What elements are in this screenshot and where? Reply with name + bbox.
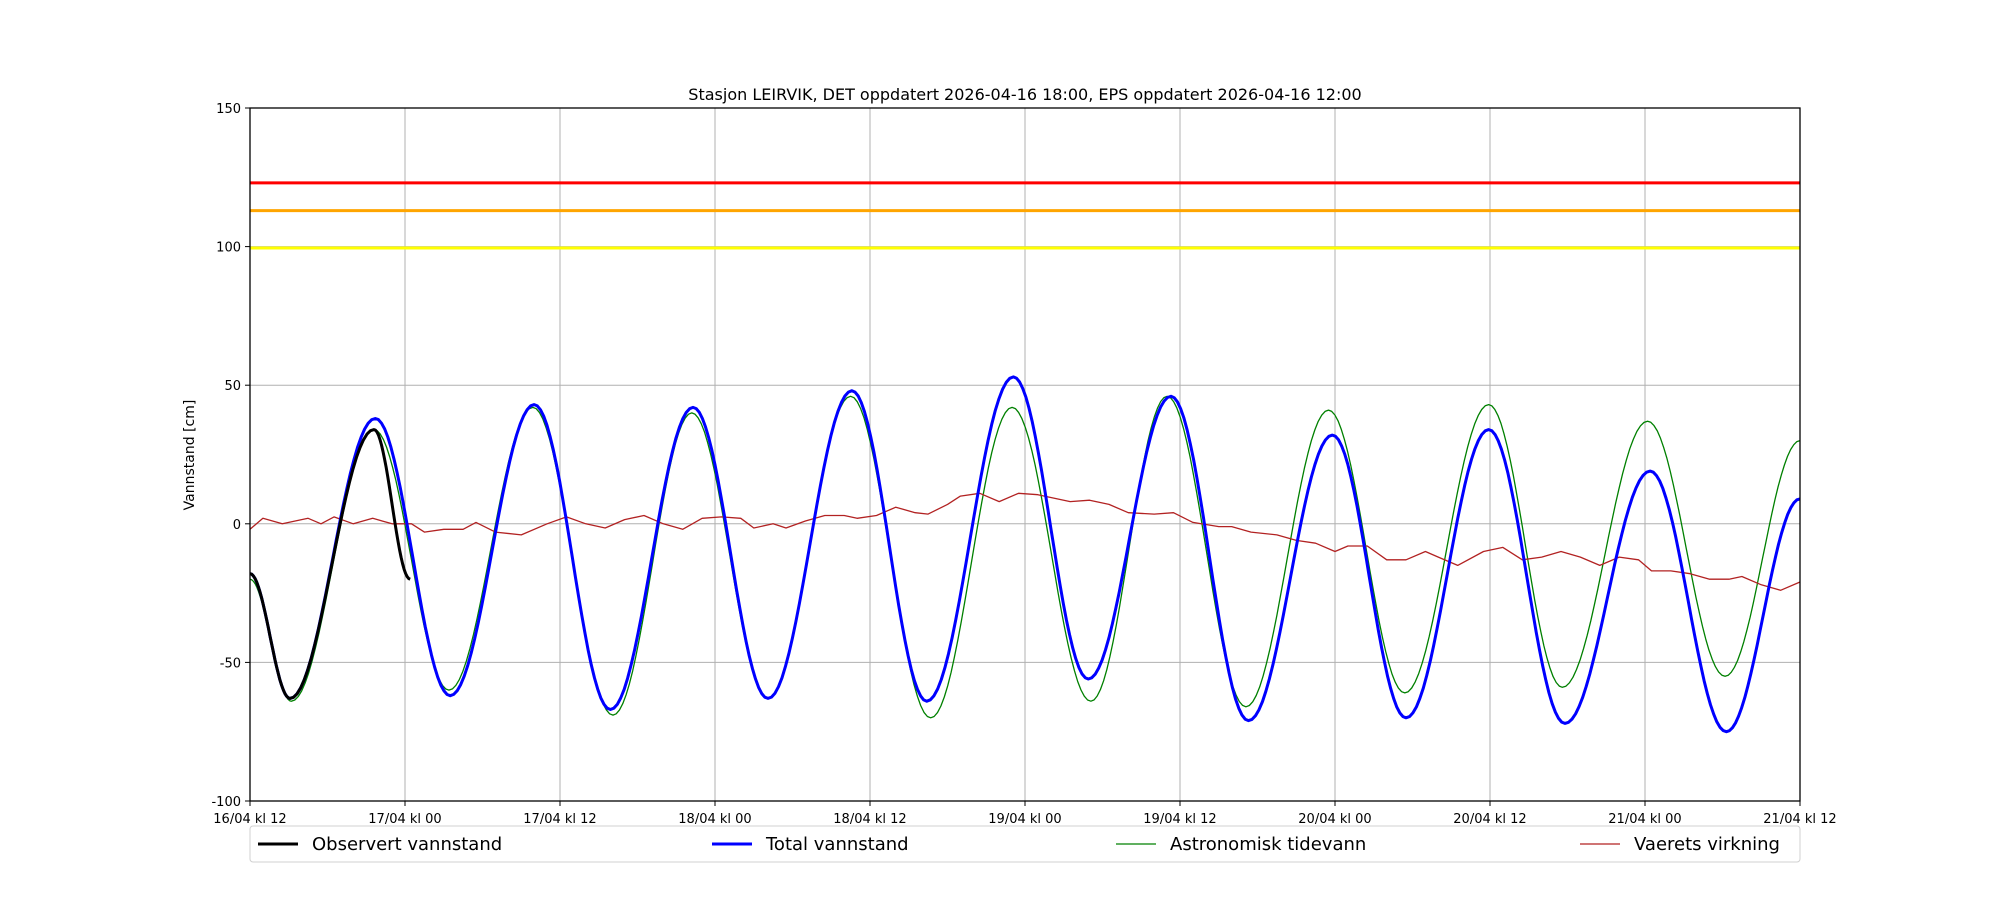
x-tick-label: 20/04 kl 00 <box>1298 812 1371 827</box>
y-tick-label: -100 <box>211 795 241 810</box>
series-lines <box>249 375 1801 734</box>
y-tick-label: 0 <box>233 518 241 533</box>
y-axis-label: Vannstand [cm] <box>182 400 198 511</box>
x-tick-label: 17/04 kl 00 <box>368 812 441 827</box>
y-tick-label: 50 <box>224 379 241 394</box>
y-tick-label: 100 <box>216 241 241 256</box>
legend-label: Total vannstand <box>765 834 909 855</box>
threshold-lines <box>250 181 1800 250</box>
x-tick-label: 18/04 kl 12 <box>833 812 906 827</box>
chart-title: Stasjon LEIRVIK, DET oppdatert 2026-04-1… <box>688 85 1361 104</box>
legend-label: Vaerets virkning <box>1634 834 1780 855</box>
x-tick-label: 21/04 kl 12 <box>1763 812 1836 827</box>
x-tick-label: 18/04 kl 00 <box>678 812 751 827</box>
legend-box <box>249 825 1801 863</box>
series-line-astronomisk-tidevann <box>249 395 1801 719</box>
legend-label: Astronomisk tidevann <box>1170 834 1366 855</box>
series-line-observert-vannstand <box>249 428 411 700</box>
x-tick-label: 17/04 kl 12 <box>523 812 596 827</box>
x-tick-label: 21/04 kl 00 <box>1608 812 1681 827</box>
axis-ticks: 16/04 kl 12 17/04 kl 00 17/04 kl 12 18/04 k… <box>211 102 1836 827</box>
series-line-vaerets-virkning <box>249 492 1801 591</box>
legend: Observert vannstand Total vannstand Astron… <box>249 825 1801 863</box>
y-tick-label: 150 <box>216 102 241 117</box>
x-tick-label: 16/04 kl 12 <box>213 812 286 827</box>
x-tick-label: 19/04 kl 12 <box>1143 812 1216 827</box>
series-line-total-vannstand <box>249 375 1801 734</box>
y-tick-label: -50 <box>220 656 241 671</box>
legend-label: Observert vannstand <box>312 834 502 855</box>
x-tick-label: 20/04 kl 12 <box>1453 812 1526 827</box>
x-tick-label: 19/04 kl 00 <box>988 812 1061 827</box>
